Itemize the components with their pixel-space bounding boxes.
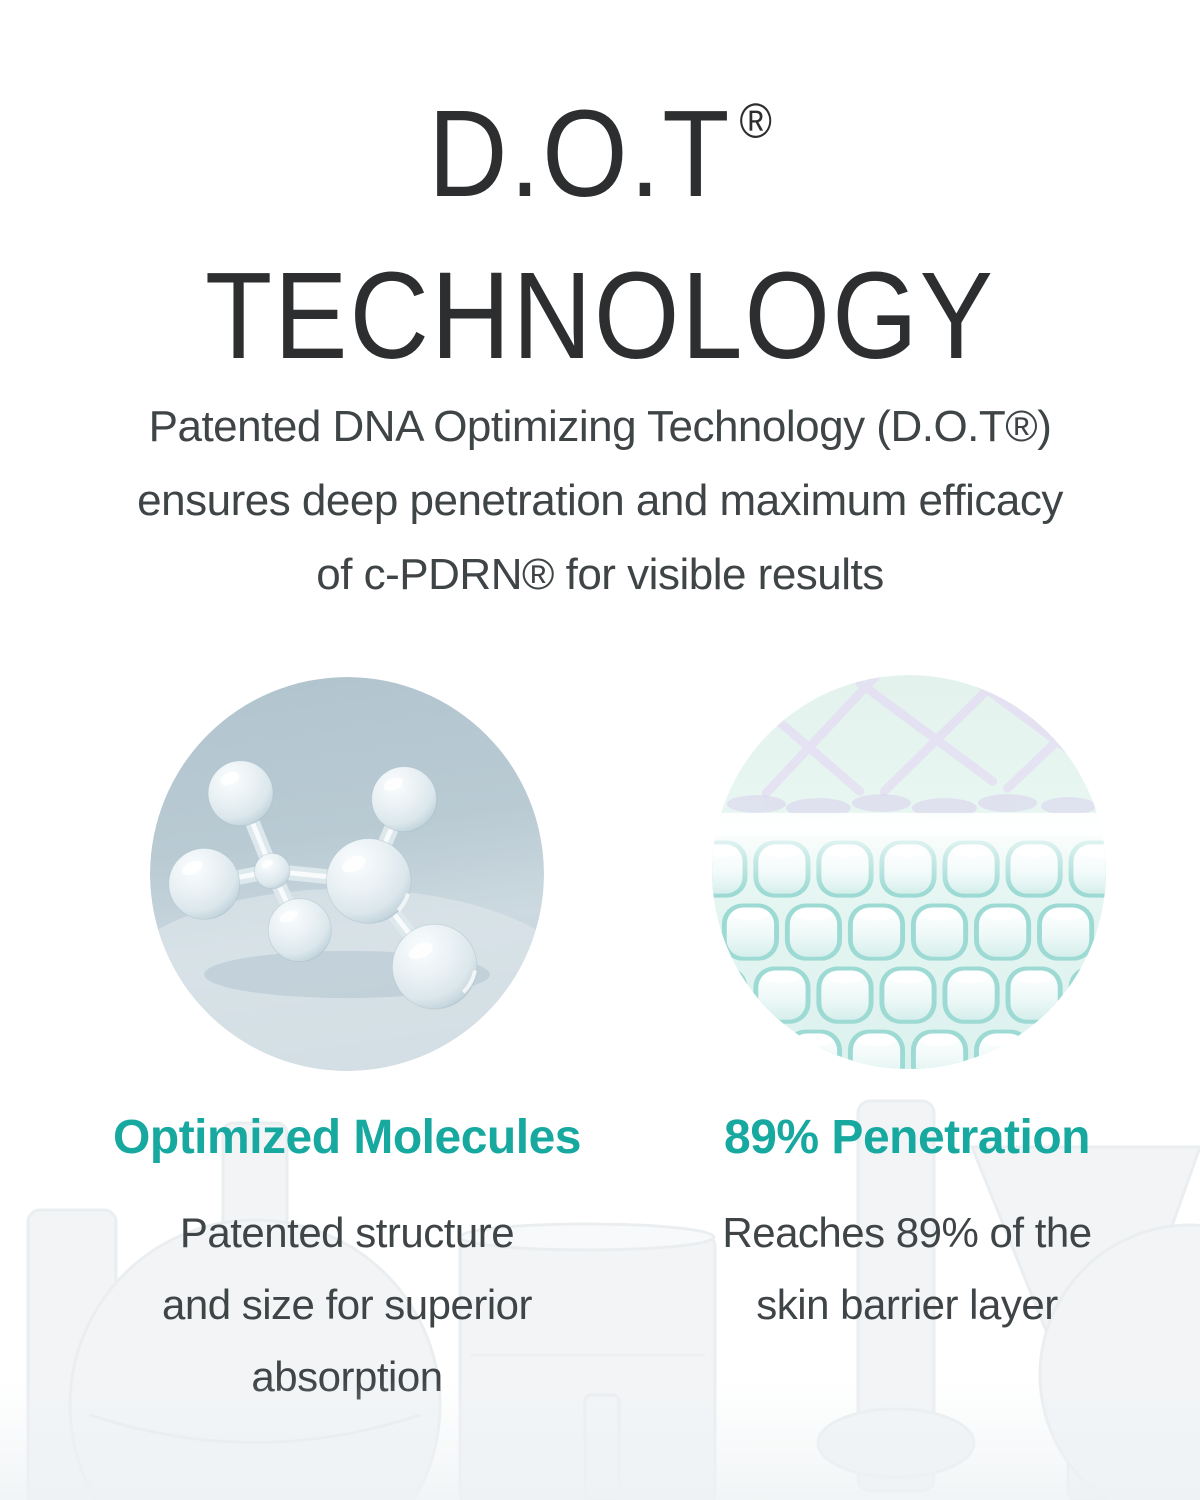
subtitle-line: ensures deep penetration and maximum eff… <box>137 476 1063 525</box>
molecule-photo <box>150 677 544 1071</box>
description-line: absorption <box>251 1353 443 1400</box>
title-text-dot: D.O.T <box>428 84 732 223</box>
feature-heading-molecules: Optimized Molecules <box>113 1111 581 1164</box>
feature-description-molecules: Patented structure and size for superior… <box>57 1197 637 1413</box>
skin-barrier-photo <box>712 675 1106 1069</box>
feature-image-circle-penetration <box>712 675 1106 1069</box>
page-title: D.O.T ® TECHNOLOGY <box>0 84 1200 386</box>
registered-trademark-symbol: ® <box>739 93 772 149</box>
feature-description-penetration: Reaches 89% of the skin barrier layer <box>657 1197 1157 1341</box>
description-line: skin barrier layer <box>756 1281 1058 1328</box>
description-line: and size for superior <box>161 1281 533 1328</box>
feature-caption-molecules: Optimized Molecules Patented structure a… <box>57 1110 637 1413</box>
feature-caption-penetration: 89% Penetration Reaches 89% of the skin … <box>657 1110 1157 1341</box>
feature-heading-penetration: 89% Penetration <box>724 1111 1090 1164</box>
subtitle-line: Patented DNA Optimizing Technology (D.O.… <box>148 402 1052 451</box>
feature-image-circle-molecules <box>150 677 544 1071</box>
title-line-1: D.O.T ® <box>0 84 1200 248</box>
subtitle-line: of c-PDRN® for visible results <box>316 550 884 599</box>
description-line: Reaches 89% of the <box>722 1209 1092 1256</box>
subtitle-paragraph: Patented DNA Optimizing Technology (D.O.… <box>0 390 1200 612</box>
title-line-2: TECHNOLOGY <box>204 247 996 386</box>
description-line: Patented structure <box>179 1209 515 1256</box>
